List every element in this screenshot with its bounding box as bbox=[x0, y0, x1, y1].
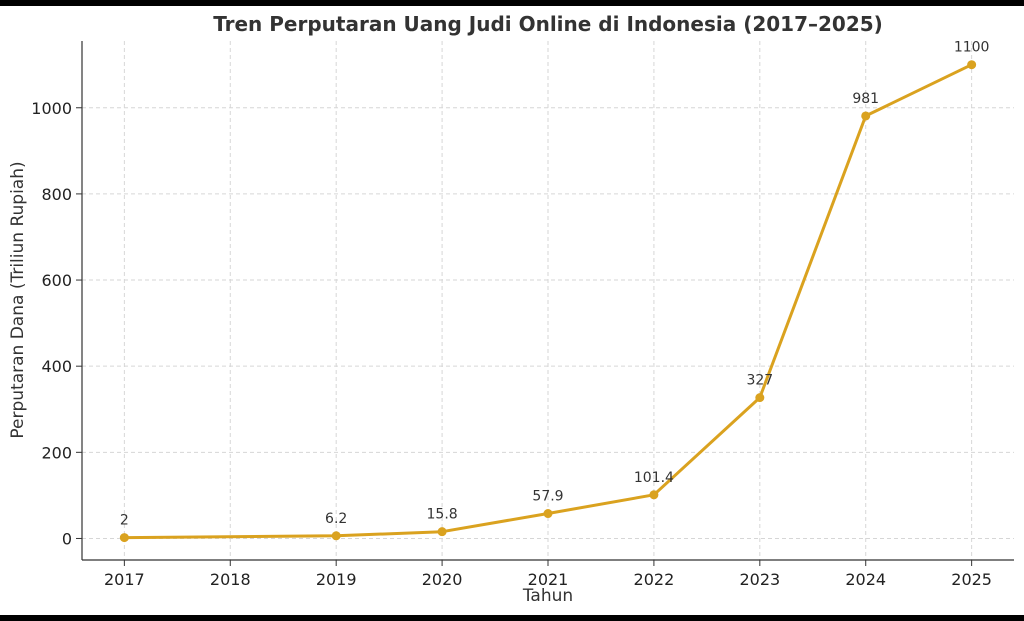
data-point bbox=[543, 509, 553, 519]
x-axis-ticks: 2017 2018 2019 2020 2021 2022 2023 2024 2025 bbox=[104, 560, 992, 589]
data-label: 981 bbox=[852, 91, 879, 107]
data-point bbox=[437, 527, 447, 537]
data-label: 1100 bbox=[954, 40, 990, 56]
x-tick-label: 2019 bbox=[316, 570, 357, 589]
series-line bbox=[124, 63, 973, 540]
y-axis-label: Perputaran Dana (Triliun Rupiah) bbox=[8, 161, 28, 438]
data-point bbox=[331, 531, 341, 541]
x-tick-label: 2021 bbox=[528, 570, 569, 589]
y-tick-label: 200 bbox=[41, 443, 72, 462]
data-point bbox=[967, 60, 977, 70]
data-label: 327 bbox=[746, 373, 773, 389]
x-tick-label: 2025 bbox=[951, 570, 992, 589]
x-tick-label: 2023 bbox=[739, 570, 780, 589]
data-label: 57.9 bbox=[532, 489, 563, 505]
y-tick-label: 600 bbox=[41, 271, 72, 290]
data-point bbox=[861, 111, 871, 121]
data-labels: 2 6.2 15.8 57.9 101.4 327 981 1100 bbox=[120, 40, 990, 529]
data-point bbox=[649, 490, 659, 500]
data-point bbox=[755, 393, 765, 403]
data-label: 15.8 bbox=[427, 507, 458, 523]
line-chart: Tren Perputaran Uang Judi Online di Indo… bbox=[8, 12, 1014, 606]
y-tick-label: 800 bbox=[41, 185, 72, 204]
grid bbox=[82, 41, 1014, 560]
x-tick-label: 2024 bbox=[845, 570, 886, 589]
x-tick-label: 2017 bbox=[104, 570, 145, 589]
data-label: 2 bbox=[120, 513, 129, 529]
x-tick-label: 2018 bbox=[210, 570, 251, 589]
series-group bbox=[119, 60, 977, 543]
y-tick-label: 0 bbox=[62, 529, 72, 548]
x-tick-label: 2022 bbox=[634, 570, 675, 589]
chart-canvas: Tren Perputaran Uang Judi Online di Indo… bbox=[0, 6, 1024, 615]
x-axis-label: Tahun bbox=[522, 586, 573, 606]
data-label: 6.2 bbox=[325, 511, 347, 527]
x-tick-label: 2020 bbox=[422, 570, 463, 589]
chart-title: Tren Perputaran Uang Judi Online di Indo… bbox=[213, 12, 883, 36]
data-label: 101.4 bbox=[634, 470, 674, 486]
y-tick-label: 400 bbox=[41, 357, 72, 376]
y-axis-ticks: 0 200 400 600 800 1000 bbox=[31, 99, 82, 548]
data-point bbox=[119, 533, 129, 543]
y-tick-label: 1000 bbox=[31, 99, 72, 118]
